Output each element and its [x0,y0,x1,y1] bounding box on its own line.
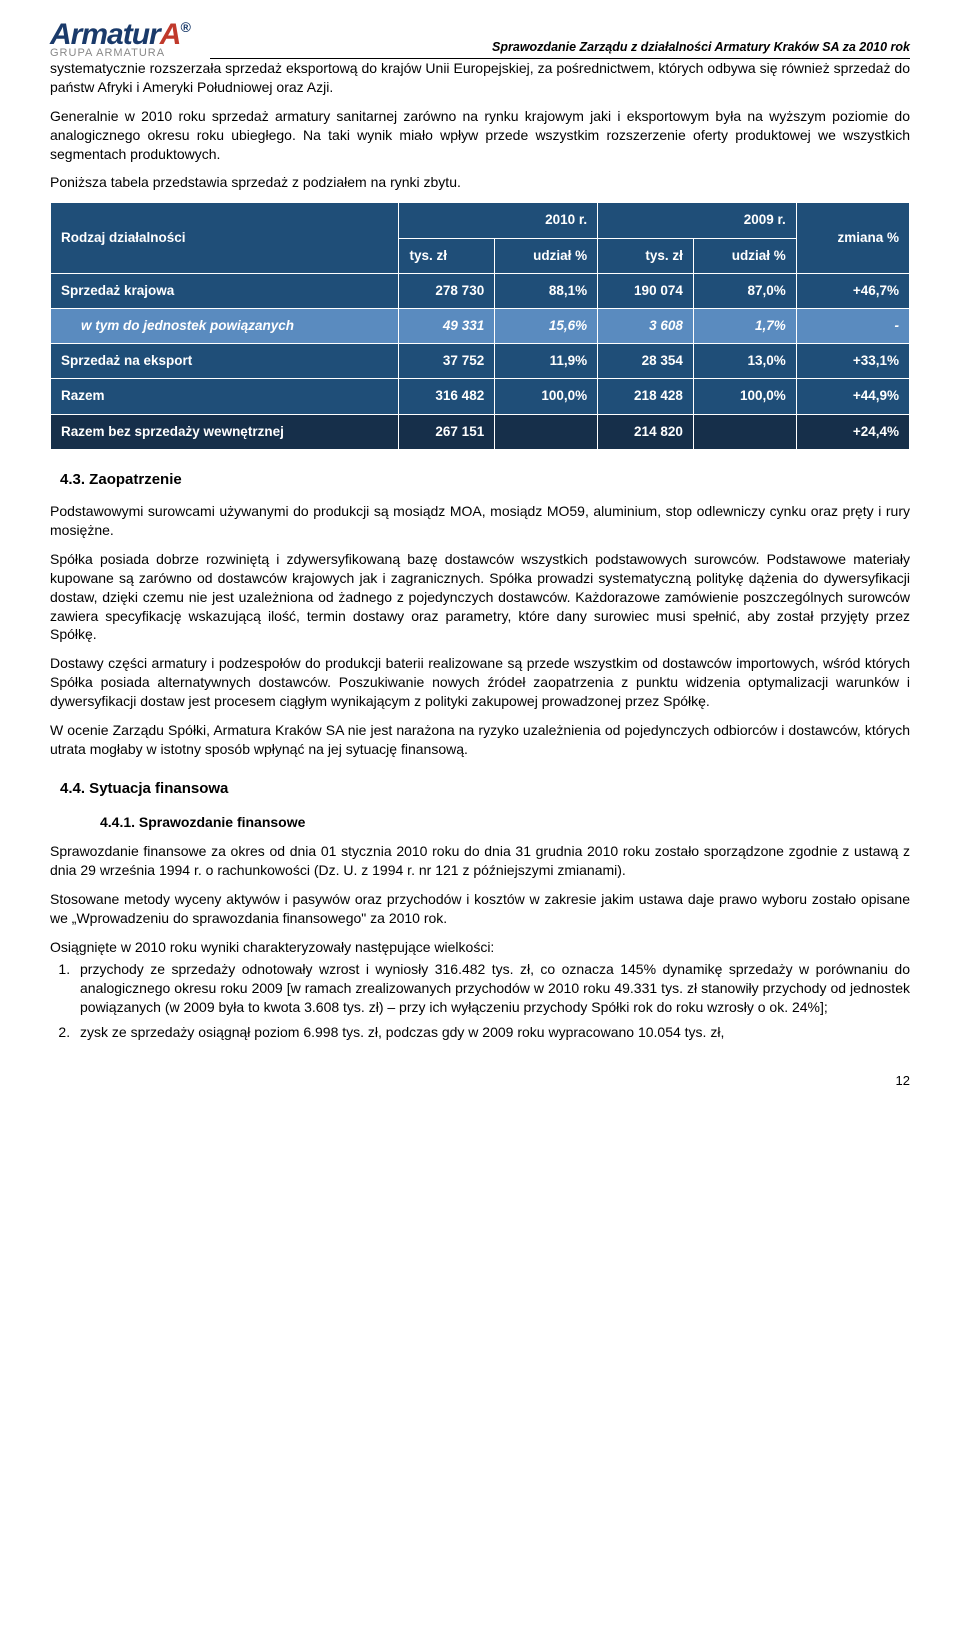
table-cell: 87,0% [693,273,796,308]
body-paragraph: Stosowane metody wyceny aktywów i pasywó… [50,890,910,928]
th-tyszl: tys. zł [598,238,694,273]
th-udzial: udział % [495,238,598,273]
numbered-list: przychody ze sprzedaży odnotowały wzrost… [74,960,910,1042]
table-cell: w tym do jednostek powiązanych [51,309,399,344]
page-header: ArmaturA® GRUPA ARMATURA Sprawozdanie Za… [50,20,910,59]
th-activity: Rodzaj działalności [51,203,399,273]
table-cell [495,414,598,449]
table-row: w tym do jednostek powiązanych49 33115,6… [51,309,910,344]
body-paragraph: systematycznie rozszerzała sprzedaż eksp… [50,59,910,97]
th-udzial: udział % [693,238,796,273]
body-paragraph: W ocenie Zarządu Spółki, Armatura Kraków… [50,721,910,759]
tbody: Sprzedaż krajowa278 73088,1%190 07487,0%… [51,273,910,449]
table-cell: Sprzedaż krajowa [51,273,399,308]
table-cell: +24,4% [796,414,909,449]
table-cell: 13,0% [693,344,796,379]
page-number: 12 [50,1072,910,1090]
table-cell: 11,9% [495,344,598,379]
table-row: Razem316 482100,0%218 428100,0%+44,9% [51,379,910,414]
table-cell: 15,6% [495,309,598,344]
table-cell: 28 354 [598,344,694,379]
table-cell: +46,7% [796,273,909,308]
body-paragraph: Osiągnięte w 2010 roku wyniki charaktery… [50,938,910,957]
table-cell: 49 331 [399,309,495,344]
table-row: Razem bez sprzedaży wewnętrznej267 151 21… [51,414,910,449]
table-cell: 100,0% [495,379,598,414]
list-item: zysk ze sprzedaży osiągnął poziom 6.998 … [74,1023,910,1042]
th-change: zmiana % [796,203,909,273]
th-year-2010: 2010 r. [399,203,598,238]
table-row: Sprzedaż krajowa278 73088,1%190 07487,0%… [51,273,910,308]
body-paragraph: Poniższa tabela przedstawia sprzedaż z p… [50,173,910,192]
table-cell: Razem [51,379,399,414]
subsection-heading-4-4-1: 4.4.1. Sprawozdanie finansowe [100,813,910,832]
table-cell: - [796,309,909,344]
table-cell: 1,7% [693,309,796,344]
body-paragraph: Sprawozdanie finansowe za okres od dnia … [50,842,910,880]
table-cell: Razem bez sprzedaży wewnętrznej [51,414,399,449]
table-cell: 267 151 [399,414,495,449]
body-paragraph: Podstawowymi surowcami używanymi do prod… [50,502,910,540]
logo: ArmaturA® GRUPA ARMATURA [50,20,190,59]
sales-table: Rodzaj działalności 2010 r. 2009 r. zmia… [50,202,910,450]
th-year-2009: 2009 r. [598,203,797,238]
table-cell: 3 608 [598,309,694,344]
logo-wordmark: ArmaturA® [50,20,190,50]
table-cell: 316 482 [399,379,495,414]
table-cell: 100,0% [693,379,796,414]
table-cell [693,414,796,449]
document-title: Sprawozdanie Zarządu z działalności Arma… [210,39,910,59]
table-cell: Sprzedaż na eksport [51,344,399,379]
list-item: przychody ze sprzedaży odnotowały wzrost… [74,960,910,1017]
th-tyszl: tys. zł [399,238,495,273]
section-heading-4-4: 4.4. Sytuacja finansowa [60,779,910,799]
table-row: Sprzedaż na eksport37 75211,9%28 35413,0… [51,344,910,379]
body-paragraph: Dostawy części armatury i podzespołów do… [50,654,910,711]
body-paragraph: Spółka posiada dobrze rozwiniętą i zdywe… [50,550,910,644]
table-cell: +33,1% [796,344,909,379]
table-cell: 37 752 [399,344,495,379]
table-cell: 278 730 [399,273,495,308]
body-paragraph: Generalnie w 2010 roku sprzedaż armatury… [50,107,910,164]
table-cell: 88,1% [495,273,598,308]
table-cell: +44,9% [796,379,909,414]
section-heading-4-3: 4.3. Zaopatrzenie [60,470,910,490]
table-cell: 190 074 [598,273,694,308]
table-cell: 214 820 [598,414,694,449]
logo-registered: ® [180,19,189,35]
table-cell: 218 428 [598,379,694,414]
